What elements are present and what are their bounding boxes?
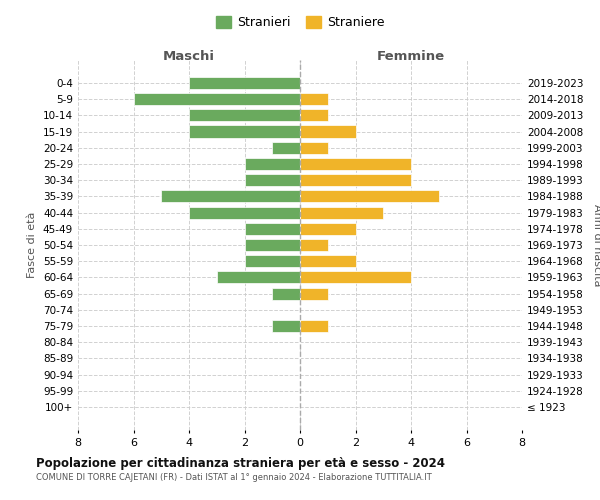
Text: COMUNE DI TORRE CAJETANI (FR) - Dati ISTAT al 1° gennaio 2024 - Elaborazione TUT: COMUNE DI TORRE CAJETANI (FR) - Dati IST…	[36, 472, 432, 482]
Bar	[300, 190, 439, 202]
Bar	[189, 126, 300, 138]
Bar	[245, 174, 300, 186]
Bar	[272, 142, 300, 154]
Bar	[300, 126, 355, 138]
Bar	[133, 93, 300, 105]
Bar	[245, 222, 300, 235]
Y-axis label: Fasce di età: Fasce di età	[28, 212, 37, 278]
Text: Popolazione per cittadinanza straniera per età e sesso - 2024: Popolazione per cittadinanza straniera p…	[36, 458, 445, 470]
Bar	[300, 320, 328, 332]
Bar	[300, 93, 328, 105]
Bar	[300, 222, 355, 235]
Bar	[300, 158, 411, 170]
Bar	[189, 77, 300, 89]
Bar	[300, 288, 328, 300]
Text: Maschi: Maschi	[163, 50, 215, 64]
Bar	[300, 174, 411, 186]
Bar	[245, 255, 300, 268]
Bar	[161, 190, 300, 202]
Bar	[272, 288, 300, 300]
Bar	[300, 272, 411, 283]
Bar	[245, 239, 300, 251]
Bar	[217, 272, 300, 283]
Bar	[300, 239, 328, 251]
Bar	[189, 109, 300, 122]
Bar	[300, 206, 383, 218]
Bar	[189, 206, 300, 218]
Bar	[272, 320, 300, 332]
Bar	[300, 142, 328, 154]
Y-axis label: Anni di nascita: Anni di nascita	[592, 204, 600, 286]
Legend: Stranieri, Straniere: Stranieri, Straniere	[211, 11, 389, 34]
Bar	[300, 255, 355, 268]
Text: Femmine: Femmine	[377, 50, 445, 64]
Bar	[245, 158, 300, 170]
Bar	[300, 109, 328, 122]
